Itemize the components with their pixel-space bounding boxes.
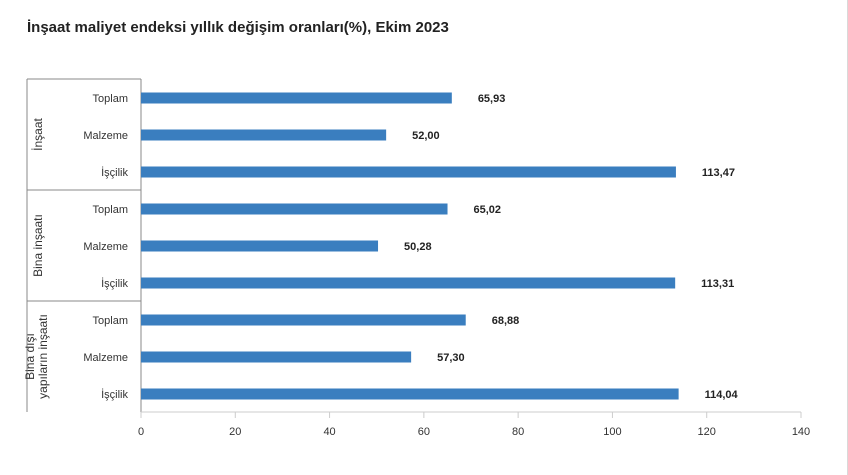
bar [141,314,466,326]
category-label: İşçilik [101,166,128,179]
x-tick-label: 100 [603,426,621,438]
data-label: 52,00 [412,130,440,142]
x-tick-label: 20 [229,426,241,438]
bar [141,166,676,178]
data-label: 114,04 [705,389,739,401]
bar [141,351,412,363]
data-label: 57,30 [437,352,465,364]
data-label: 65,02 [474,204,502,216]
bar [141,129,387,141]
group-label-line: Bina inşaatı [31,214,45,277]
x-tick-label: 0 [138,426,144,438]
x-tick-label: 40 [323,426,335,438]
category-label: Malzeme [83,352,128,364]
bar [141,203,448,215]
x-tick-label: 140 [792,426,810,438]
group-label-line: Bina dışı [23,333,37,380]
chart-title: İnşaat maliyet endeksi yıllık değişim or… [27,19,449,36]
group-label: Bina dışıyapıların inşaatı [23,314,50,399]
x-tick-label: 60 [418,426,430,438]
data-label: 113,47 [702,167,735,179]
group-label-line: İnşaat [31,117,45,150]
data-label: 50,28 [404,241,432,253]
category-label: İşçilik [101,388,128,401]
category-label: Toplam [93,315,128,327]
bar [141,277,676,289]
group-label: Bina inşaatı [31,214,45,277]
category-label: Toplam [93,93,128,105]
data-label: 68,88 [492,315,520,327]
group-label: İnşaat [31,117,45,150]
category-label: Malzeme [83,130,128,142]
x-tick-label: 120 [698,426,716,438]
bar [141,92,452,104]
category-label: Toplam [93,204,128,216]
bar [141,388,679,400]
x-tick-label: 80 [512,426,524,438]
category-label: İşçilik [101,277,128,290]
group-label-line: yapıların inşaatı [36,314,50,399]
data-label: 65,93 [478,93,506,105]
category-label: Malzeme [83,241,128,253]
bar [141,240,379,252]
data-label: 113,31 [701,278,734,290]
